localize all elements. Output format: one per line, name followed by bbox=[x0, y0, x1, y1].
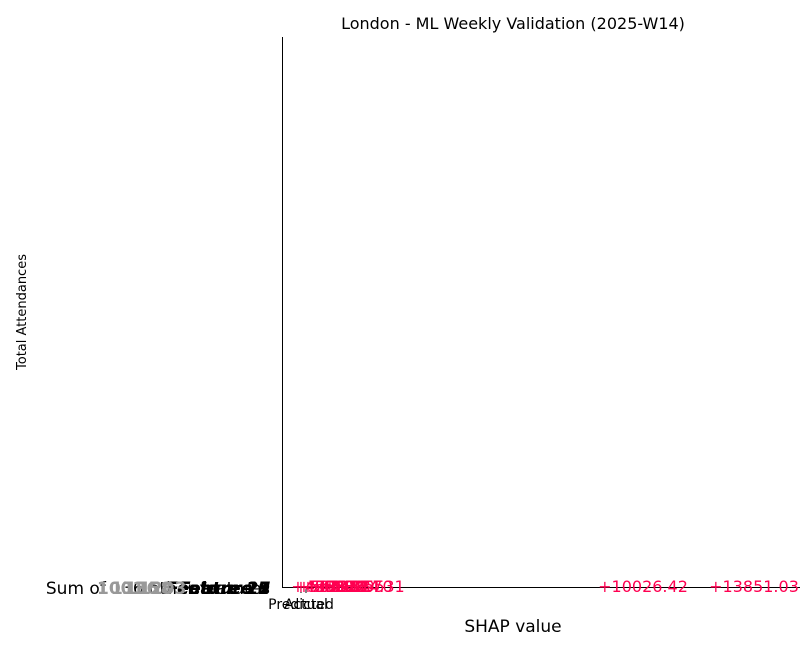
shap-value-label: +844.31 bbox=[335, 577, 404, 596]
shap-value-label: +13851.03 bbox=[709, 577, 799, 596]
shap-value-label: +543.26 bbox=[297, 577, 366, 596]
shap-value-labels: +10026.42 +13851.03 +844.31+832.70+721.55+… bbox=[291, 577, 799, 596]
x-tick-label: Actual bbox=[284, 597, 328, 613]
feature-label: Feature 29 bbox=[167, 579, 270, 599]
shap-value-label: +832.70 bbox=[323, 577, 392, 596]
feature-label: Feature 13 bbox=[167, 579, 270, 599]
shap-value-label: +688.14 bbox=[310, 577, 379, 596]
x-tick-label: Predicted bbox=[268, 597, 334, 613]
shap-value-label: +721.55 bbox=[315, 577, 384, 596]
shap-value-label: +612.09 bbox=[305, 577, 374, 596]
feature-label: Feature 17 bbox=[167, 579, 270, 599]
shap-value-label: +10026.42 bbox=[598, 577, 688, 596]
feature-label: 1158 bbox=[125, 579, 172, 599]
feature-label: Sum of 136 other features bbox=[46, 579, 270, 599]
feature-label: 1203 bbox=[139, 579, 186, 599]
feature-label: 1136 bbox=[111, 579, 158, 599]
feature-label: 1001 bbox=[97, 579, 144, 599]
shap-value-label: +517.92 bbox=[294, 577, 363, 596]
x-axis-label: SHAP value bbox=[464, 617, 561, 637]
feature-label: Feature 5 bbox=[179, 579, 270, 599]
chart-title: London - ML Weekly Validation (2025-W14) bbox=[341, 14, 685, 33]
feature-label: Feature 21 bbox=[167, 579, 270, 599]
shap-value-label: +590.88 bbox=[301, 577, 370, 596]
shap-value-label: +498.40 bbox=[291, 577, 360, 596]
y-axis-label: Total Attendances bbox=[15, 254, 30, 371]
feature-label: Feature 8 bbox=[179, 579, 270, 599]
